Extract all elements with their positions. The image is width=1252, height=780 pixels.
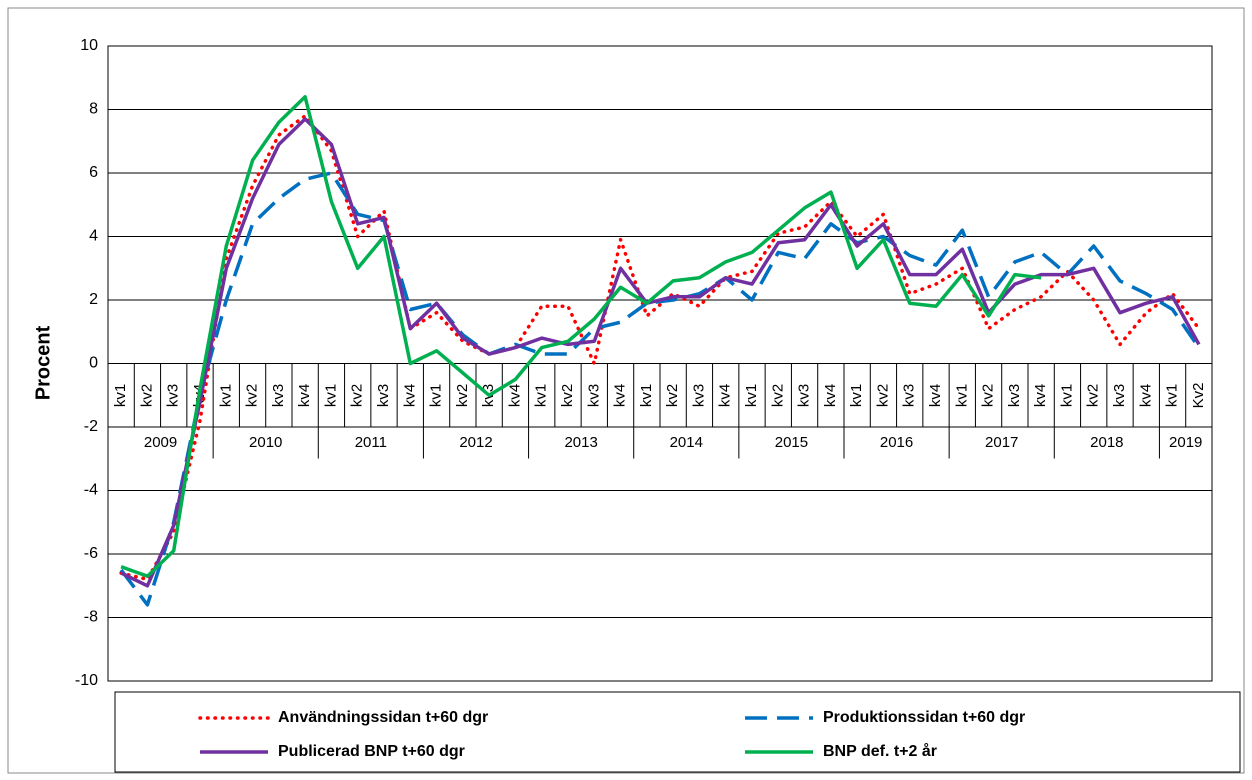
x-tick-label: kv1 (1164, 384, 1181, 407)
legend (114, 691, 1241, 773)
y-tick-label: 4 (89, 228, 98, 245)
legend-label: Produktionssidan t+60 dgr (823, 709, 1025, 726)
x-tick-label: kv1 (217, 384, 234, 407)
x-tick-label: kv3 (690, 384, 707, 407)
x-tick-label: kv4 (296, 384, 313, 407)
line-series (119, 114, 1201, 582)
y-tick-label: -10 (75, 672, 98, 689)
y-tick-label: -2 (84, 418, 98, 435)
x-tick-label: kv4 (1137, 384, 1154, 407)
x-tick-label: kv3 (1111, 384, 1128, 407)
x-tick-label: kv3 (901, 384, 918, 407)
x-tick-label: Kv2 (1190, 383, 1207, 409)
x-tick-label: kv2 (980, 384, 997, 407)
x-tick-label: kv4 (822, 384, 839, 407)
x-tick-label: kv2 (349, 384, 366, 407)
y-tick-label: 0 (89, 355, 98, 372)
x-tick-label: kv4 (717, 384, 734, 407)
x-tick-label: kv2 (244, 384, 261, 407)
x-tick-label: kv2 (664, 384, 681, 407)
x-tick-label: kv4 (927, 384, 944, 407)
y-tick-label: -6 (84, 545, 98, 562)
y-axis-label: Procent (32, 325, 54, 400)
year-label: 2016 (880, 434, 913, 451)
chart-border (7, 7, 1245, 774)
year-label: 2013 (564, 434, 597, 451)
x-tick-label: kv1 (848, 384, 865, 407)
y-tick-label: 2 (89, 291, 98, 308)
x-tick-label: kv1 (533, 384, 550, 407)
y-tick-label: 10 (80, 37, 98, 54)
y-tick-label: 6 (89, 164, 98, 181)
year-label: 2009 (144, 434, 177, 451)
year-label: 2014 (670, 434, 703, 451)
year-label: 2015 (775, 434, 808, 451)
year-label: 2017 (985, 434, 1018, 451)
legend-label: Användningssidan t+60 dgr (278, 709, 488, 726)
x-tick-label: kv2 (559, 384, 576, 407)
x-tick-label: kv3 (375, 384, 392, 407)
x-tick-label: kv1 (953, 384, 970, 407)
line-series (120, 117, 1201, 588)
x-tick-label: kv3 (270, 384, 287, 407)
year-label: 2010 (249, 434, 282, 451)
x-tick-label: kv1 (112, 384, 129, 407)
x-tick-label: kv1 (638, 384, 655, 407)
x-tick-label: kv2 (1085, 384, 1102, 407)
x-tick-label: kv3 (1006, 384, 1023, 407)
y-tick-label: 8 (89, 101, 98, 118)
x-tick-label: kv3 (796, 384, 813, 407)
year-label: 2012 (459, 434, 492, 451)
x-tick-label: kv2 (138, 384, 155, 407)
legend-label: BNP def. t+2 år (823, 742, 937, 760)
x-tick-label: kv4 (506, 384, 523, 407)
line-series (120, 95, 1042, 578)
x-tick-label: kv1 (322, 384, 339, 407)
x-tick-label: kv1 (743, 384, 760, 407)
legend-label: Publicerad BNP t+60 dgr (278, 743, 465, 760)
x-tick-label: kv4 (612, 384, 629, 407)
x-tick-label: kv2 (874, 384, 891, 407)
x-tick-label: kv1 (1058, 384, 1075, 407)
x-tick-label: kv2 (769, 384, 786, 407)
year-label: 2011 (355, 434, 387, 451)
year-label: 2019 (1169, 434, 1202, 451)
x-tick-label: kv3 (585, 384, 602, 407)
x-tick-label: kv2 (454, 384, 471, 407)
x-tick-label: kv3 (165, 384, 182, 407)
x-tick-label: kv1 (428, 384, 445, 407)
y-tick-label: -8 (84, 609, 98, 626)
y-tick-label: -4 (84, 482, 98, 499)
x-tick-label: kv4 (1032, 384, 1049, 407)
x-tick-label: kv4 (401, 384, 418, 407)
year-label: 2018 (1090, 434, 1123, 451)
